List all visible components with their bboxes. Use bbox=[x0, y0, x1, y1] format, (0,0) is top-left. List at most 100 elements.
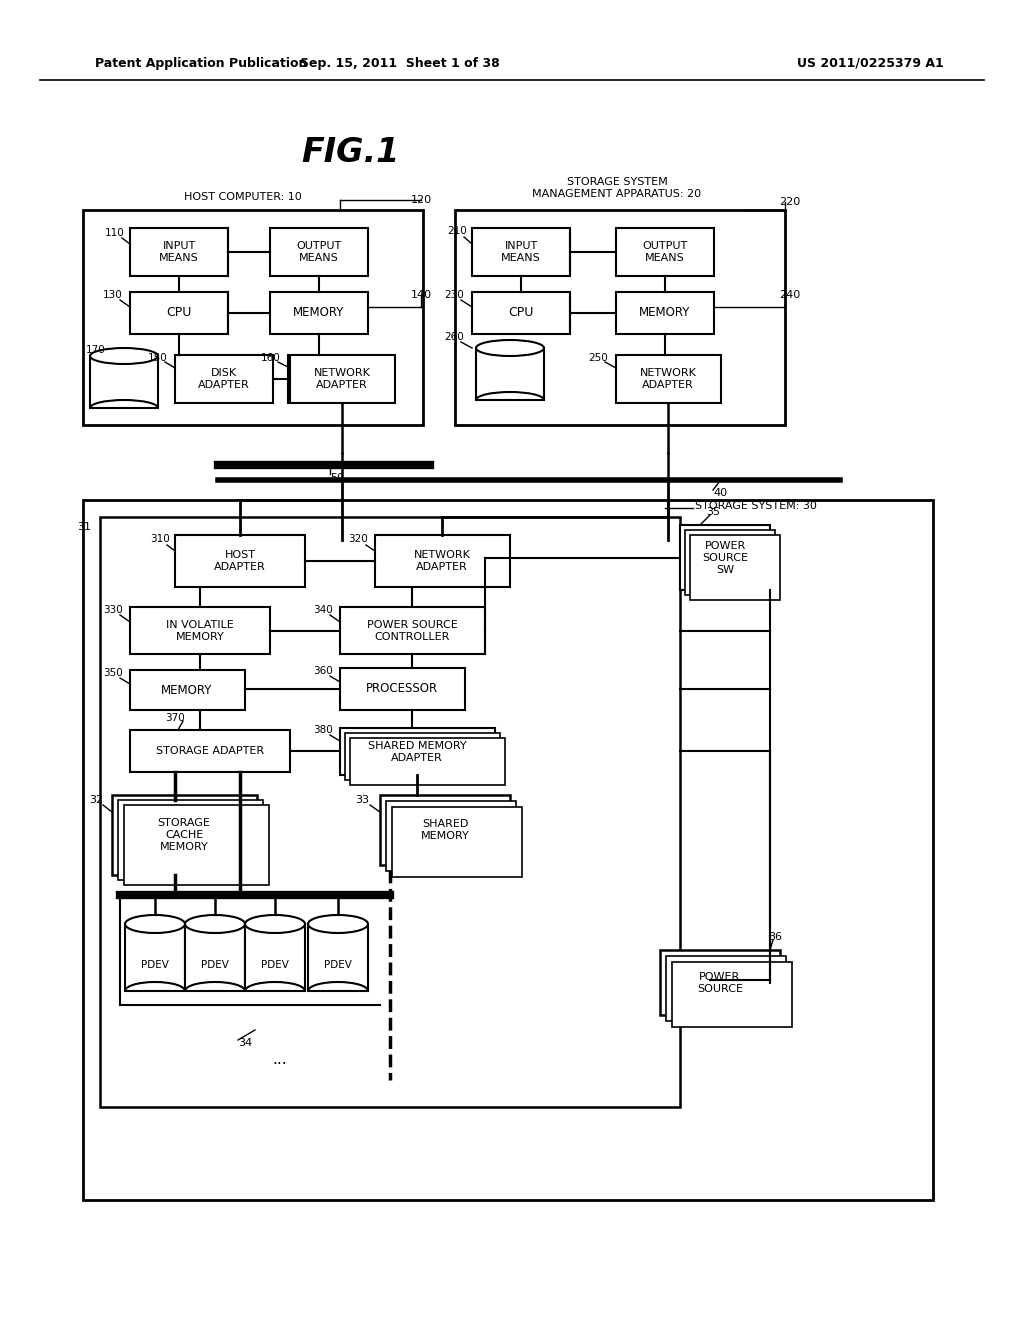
Text: PROCESSOR: PROCESSOR bbox=[366, 682, 438, 696]
Ellipse shape bbox=[185, 915, 245, 933]
Text: SHARED MEMORY
ADAPTER: SHARED MEMORY ADAPTER bbox=[368, 742, 466, 763]
Text: 34: 34 bbox=[238, 1038, 252, 1048]
Bar bbox=[672, 962, 792, 1027]
Bar bbox=[340, 607, 485, 653]
Text: CPU: CPU bbox=[166, 306, 191, 319]
Bar bbox=[245, 924, 305, 991]
Text: ...: ... bbox=[272, 1052, 288, 1068]
Bar bbox=[270, 292, 368, 334]
Bar bbox=[660, 950, 780, 1015]
Bar bbox=[386, 801, 516, 871]
Text: 150: 150 bbox=[148, 352, 168, 363]
Text: US 2011/0225379 A1: US 2011/0225379 A1 bbox=[797, 57, 943, 70]
Bar bbox=[616, 355, 721, 403]
Text: POWER
SOURCE
SW: POWER SOURCE SW bbox=[702, 541, 748, 574]
Text: IN VOLATILE
MEMORY: IN VOLATILE MEMORY bbox=[166, 620, 233, 642]
Text: 31: 31 bbox=[77, 521, 91, 532]
Text: 36: 36 bbox=[768, 932, 782, 942]
Bar bbox=[340, 668, 465, 710]
Text: MEMORY: MEMORY bbox=[293, 306, 345, 319]
Bar bbox=[130, 292, 228, 334]
Text: NETWORK
ADAPTER: NETWORK ADAPTER bbox=[640, 368, 696, 389]
Bar bbox=[380, 795, 510, 865]
Text: Sep. 15, 2011  Sheet 1 of 38: Sep. 15, 2011 Sheet 1 of 38 bbox=[300, 57, 500, 70]
Text: PDEV: PDEV bbox=[201, 960, 229, 970]
Text: INPUT
MEANS: INPUT MEANS bbox=[159, 242, 199, 263]
Text: MEMORY: MEMORY bbox=[162, 684, 213, 697]
Text: 35: 35 bbox=[706, 507, 720, 517]
Text: 32: 32 bbox=[89, 795, 103, 805]
Bar bbox=[340, 729, 495, 775]
Bar bbox=[125, 924, 185, 991]
Bar bbox=[175, 355, 273, 403]
Bar bbox=[308, 924, 368, 991]
Text: 110: 110 bbox=[105, 228, 125, 238]
Ellipse shape bbox=[476, 341, 544, 356]
Bar bbox=[472, 228, 570, 276]
Bar bbox=[90, 356, 158, 408]
Text: 230: 230 bbox=[444, 290, 464, 300]
Ellipse shape bbox=[125, 915, 185, 933]
Text: NETWORK
ADAPTER: NETWORK ADAPTER bbox=[313, 368, 371, 389]
Bar bbox=[685, 531, 775, 595]
Text: 140: 140 bbox=[411, 290, 431, 300]
Text: SHARED
MEMORY: SHARED MEMORY bbox=[421, 820, 469, 841]
Text: OUTPUT
MEANS: OUTPUT MEANS bbox=[296, 242, 342, 263]
Ellipse shape bbox=[90, 348, 158, 364]
Text: 350: 350 bbox=[103, 668, 123, 678]
Text: STORAGE SYSTEM: 30: STORAGE SYSTEM: 30 bbox=[695, 502, 817, 511]
Text: 40: 40 bbox=[713, 488, 727, 498]
Text: PDEV: PDEV bbox=[261, 960, 289, 970]
Bar bbox=[175, 535, 305, 587]
Text: 240: 240 bbox=[779, 290, 801, 300]
Bar bbox=[345, 733, 500, 780]
Text: POWER
SOURCE: POWER SOURCE bbox=[697, 973, 743, 994]
Bar bbox=[130, 607, 270, 653]
Bar bbox=[83, 210, 423, 425]
Text: 330: 330 bbox=[103, 605, 123, 615]
Text: 310: 310 bbox=[151, 535, 170, 544]
Text: 340: 340 bbox=[313, 605, 333, 615]
Text: 160: 160 bbox=[261, 352, 281, 363]
Text: 260: 260 bbox=[444, 333, 464, 342]
Text: HOST
ADAPTER: HOST ADAPTER bbox=[214, 550, 266, 572]
Bar bbox=[130, 671, 245, 710]
Bar bbox=[118, 800, 263, 880]
Bar bbox=[616, 292, 714, 334]
Bar bbox=[350, 738, 505, 785]
Bar bbox=[476, 348, 544, 400]
Text: HOST COMPUTER: 10: HOST COMPUTER: 10 bbox=[184, 191, 302, 202]
Bar bbox=[270, 228, 368, 276]
Text: 360: 360 bbox=[313, 667, 333, 676]
Text: 370: 370 bbox=[165, 713, 185, 723]
Text: DISK
ADAPTER: DISK ADAPTER bbox=[198, 368, 250, 389]
Bar bbox=[680, 525, 770, 590]
Text: 33: 33 bbox=[355, 795, 369, 805]
Bar bbox=[455, 210, 785, 425]
Bar bbox=[112, 795, 257, 875]
Ellipse shape bbox=[245, 915, 305, 933]
Text: 170: 170 bbox=[86, 345, 105, 355]
Text: INPUT
MEANS: INPUT MEANS bbox=[501, 242, 541, 263]
Bar bbox=[130, 228, 228, 276]
Bar bbox=[666, 956, 786, 1020]
Text: 210: 210 bbox=[447, 226, 467, 236]
Text: 380: 380 bbox=[313, 725, 333, 735]
Bar bbox=[690, 535, 780, 601]
Text: FIG.1: FIG.1 bbox=[301, 136, 399, 169]
Text: POWER SOURCE
CONTROLLER: POWER SOURCE CONTROLLER bbox=[367, 620, 458, 642]
Text: 220: 220 bbox=[779, 197, 801, 207]
Text: 130: 130 bbox=[103, 290, 123, 300]
Text: PDEV: PDEV bbox=[324, 960, 352, 970]
Bar bbox=[130, 730, 290, 772]
Bar bbox=[290, 355, 395, 403]
Ellipse shape bbox=[308, 915, 368, 933]
Bar bbox=[472, 292, 570, 334]
Text: MEMORY: MEMORY bbox=[639, 306, 690, 319]
Text: PDEV: PDEV bbox=[141, 960, 169, 970]
Text: STORAGE SYSTEM: STORAGE SYSTEM bbox=[566, 177, 668, 187]
Bar bbox=[392, 807, 522, 876]
Text: 120: 120 bbox=[411, 195, 431, 205]
Bar bbox=[616, 228, 714, 276]
Text: OUTPUT
MEANS: OUTPUT MEANS bbox=[642, 242, 688, 263]
